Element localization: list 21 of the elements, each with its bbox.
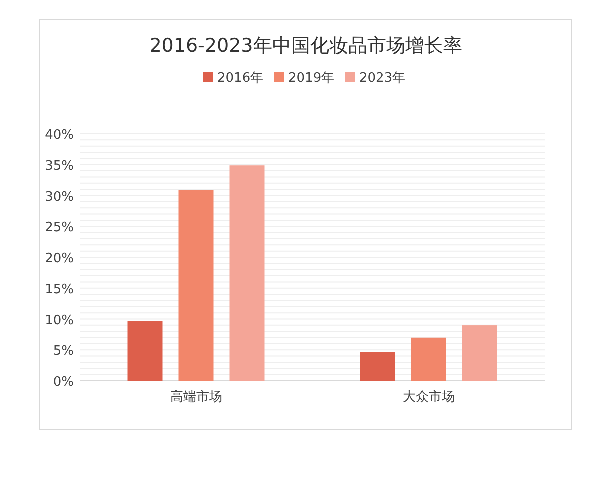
legend-label: 2019年 bbox=[288, 71, 335, 86]
bar bbox=[178, 190, 214, 382]
y-tick-label: 10% bbox=[45, 313, 74, 328]
y-tick-label: 35% bbox=[45, 158, 74, 174]
y-tick-label: 20% bbox=[45, 252, 74, 266]
y-tick-label: 0% bbox=[53, 375, 74, 390]
legend-label: 2023年 bbox=[360, 71, 406, 86]
bar bbox=[360, 352, 396, 382]
y-tick-label: 15% bbox=[45, 282, 74, 298]
y-tick-label: 40% bbox=[45, 128, 74, 143]
bar bbox=[128, 321, 163, 382]
bar bbox=[411, 338, 446, 382]
x-tick-label: 高端市场 bbox=[170, 389, 222, 405]
bar bbox=[230, 166, 265, 382]
chart-title: 2016-2023年中国化妆品市场增长率 bbox=[150, 35, 462, 57]
y-tick-label: 5% bbox=[53, 344, 74, 360]
legend-label: 2016年 bbox=[218, 71, 264, 86]
bar bbox=[462, 326, 498, 382]
x-tick-label: 大众市场 bbox=[402, 390, 455, 405]
y-tick-label: 25% bbox=[45, 220, 74, 236]
y-tick-label: 30% bbox=[45, 190, 74, 205]
